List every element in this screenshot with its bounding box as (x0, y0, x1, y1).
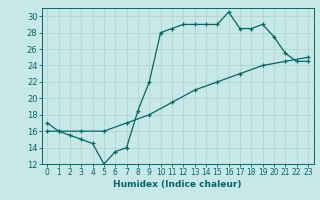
X-axis label: Humidex (Indice chaleur): Humidex (Indice chaleur) (113, 180, 242, 189)
